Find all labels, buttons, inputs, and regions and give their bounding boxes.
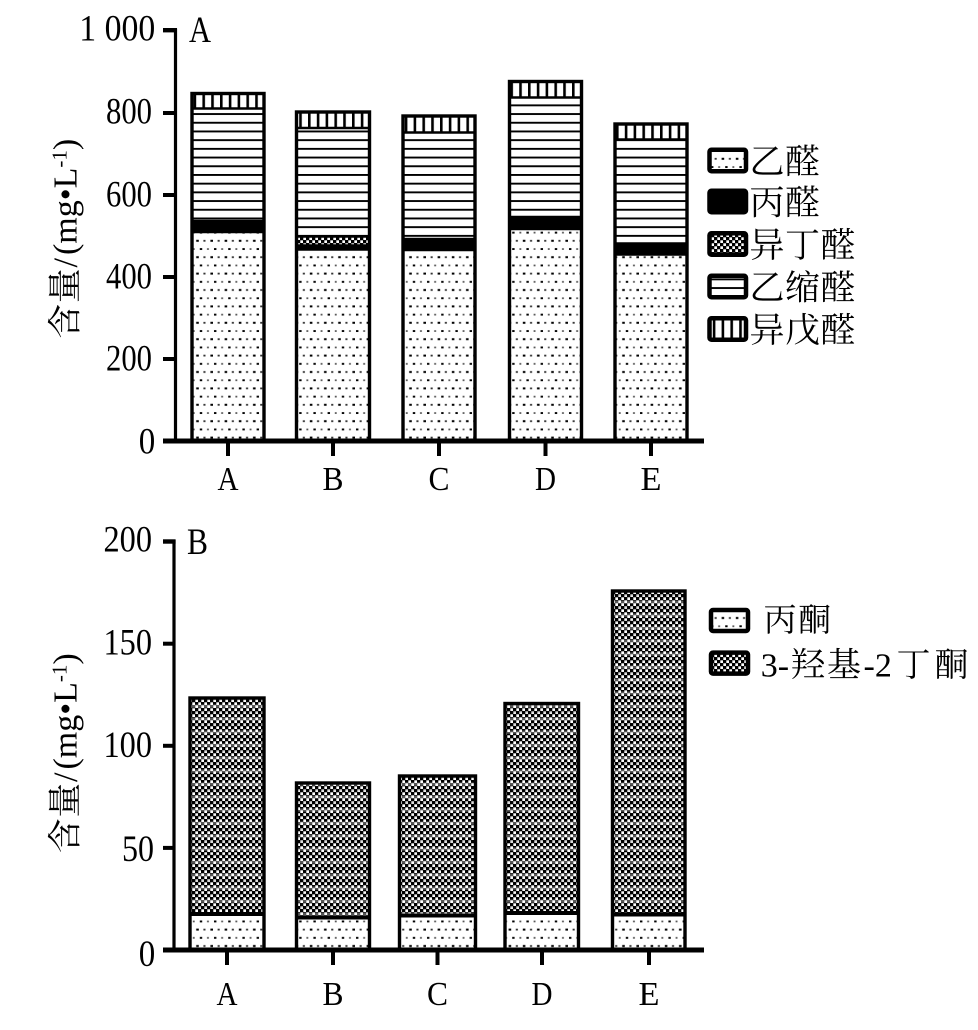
svg-text:400: 400 xyxy=(106,255,152,296)
svg-text:600: 600 xyxy=(106,173,152,214)
svg-text:E: E xyxy=(641,461,662,498)
svg-text:0: 0 xyxy=(139,933,156,974)
svg-text:D: D xyxy=(532,976,553,1013)
svg-text:100: 100 xyxy=(104,724,153,765)
svg-text:200: 200 xyxy=(104,518,153,559)
svg-text:1 000: 1 000 xyxy=(79,7,155,48)
svg-text:/(mg•L-1): /(mg•L-1) xyxy=(48,653,85,782)
svg-text:3-: 3- xyxy=(761,647,789,684)
svg-text:A: A xyxy=(218,461,239,498)
svg-text:E: E xyxy=(639,976,660,1013)
svg-text:C: C xyxy=(429,461,450,498)
svg-text:50: 50 xyxy=(122,828,154,869)
svg-text:B: B xyxy=(323,461,344,498)
svg-text:D: D xyxy=(535,461,556,498)
svg-text:B: B xyxy=(187,522,208,563)
svg-text:200: 200 xyxy=(106,337,152,378)
svg-text:0: 0 xyxy=(139,420,156,461)
svg-text:-2: -2 xyxy=(864,647,892,684)
svg-text:800: 800 xyxy=(106,91,152,132)
svg-text:A: A xyxy=(189,10,211,51)
svg-text:C: C xyxy=(427,976,448,1013)
svg-text:A: A xyxy=(217,976,238,1013)
svg-text:B: B xyxy=(323,976,344,1013)
svg-text:150: 150 xyxy=(104,621,153,662)
